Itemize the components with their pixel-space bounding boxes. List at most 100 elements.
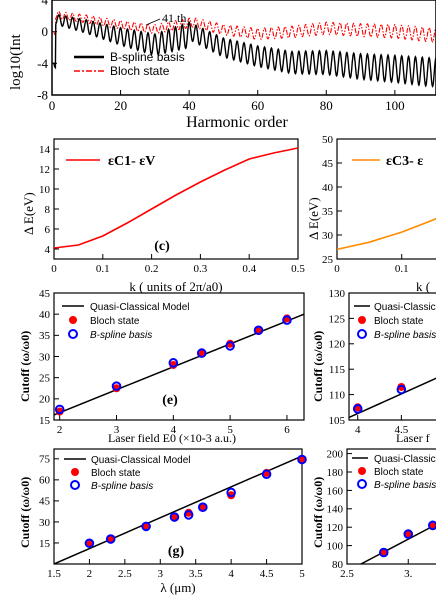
panel-d-xlabel: k ( xyxy=(416,279,430,294)
series-line-bloch-state xyxy=(53,10,436,43)
x-tick-label: 1.5 xyxy=(47,568,61,580)
x-tick-label: 4 xyxy=(355,424,361,436)
x-tick-label: 0.1 xyxy=(395,263,409,275)
bspline-point xyxy=(427,520,436,531)
panel-e-label: (e) xyxy=(162,393,178,408)
panel-a-legend: B-spline basis Bloch state xyxy=(74,50,185,78)
bspline-point xyxy=(168,358,179,368)
panel-d-curve-label: εC3- ε xyxy=(386,154,423,169)
panel-c: 0 0.1 0.2 0.3 0.4 0.5 4 6 8 10 12 14 Δ E(eV) k ( un… xyxy=(21,138,305,294)
legend-marker-bspline xyxy=(357,479,367,489)
legend-marker-bloch xyxy=(358,467,366,475)
y-tick-label: 80 xyxy=(332,559,344,571)
y-tick-label: 115 xyxy=(329,364,346,376)
bspline-point xyxy=(54,404,65,415)
bspline-point xyxy=(226,487,236,498)
bspline-point xyxy=(105,534,116,544)
panel-c-plot-area: 0 0.1 0.2 0.3 0.4 0.5 4 6 8 10 12 14 xyxy=(39,144,305,275)
x-tick-label: 4 xyxy=(228,568,234,580)
x-tick-label: 80 xyxy=(320,98,333,113)
panel-a-ylabel: log10(Int xyxy=(8,33,24,90)
y-tick-label: 50 xyxy=(322,134,334,146)
y-tick-label: 14 xyxy=(39,144,51,156)
panel-a-frame xyxy=(51,0,436,96)
bspline-point xyxy=(282,315,292,325)
x-tick-label: 2 xyxy=(57,424,63,436)
y-tick-label: 15 xyxy=(39,415,51,427)
panel-c-ylabel: Δ E(eV) xyxy=(21,192,36,235)
panel-g: 1.5 2 2.5 3 3.5 4 4.5 5 15 30 45 60 75 Cutoff (ω/ω0)… xyxy=(18,448,307,595)
panel-g-label: (g) xyxy=(168,544,185,559)
panel-d-frame xyxy=(336,138,436,260)
panel-h-legend: Quasi-Classical Bloch state B-spline bas… xyxy=(352,454,436,491)
x-tick-label: 2 xyxy=(87,568,93,580)
legend-marker-bloch xyxy=(358,316,366,324)
x-tick-label: 0.4 xyxy=(242,263,256,275)
y-tick-label: 4 xyxy=(45,244,51,256)
x-tick-label: 60 xyxy=(251,98,264,113)
legend-label-bloch: Bloch state xyxy=(110,64,170,78)
bspline-point xyxy=(141,521,151,532)
legend-marker-bspline xyxy=(70,480,80,490)
y-tick-label: 200 xyxy=(327,448,344,460)
bspline-point xyxy=(297,454,307,465)
panel-g-legend: Quasi-Classical Model Bloch state B-spli… xyxy=(64,455,190,492)
legend-marker-bspline xyxy=(68,329,78,339)
panel-g-xlabel: λ (μm) xyxy=(160,580,195,595)
y-tick-label: 30 xyxy=(39,517,51,529)
x-tick-label: 3. xyxy=(404,568,413,580)
panel-d-ylabel: Δ E(eV) xyxy=(306,197,321,240)
x-tick-label: 4.5 xyxy=(260,568,274,580)
panel-f-frame xyxy=(348,292,436,421)
x-tick-label: 4.5 xyxy=(394,424,408,436)
legend-label-model: Quasi-Classical xyxy=(374,454,436,465)
legend-marker-bloch xyxy=(69,316,77,324)
x-tick-label: 0.1 xyxy=(96,263,110,275)
x-tick-label: 40 xyxy=(183,98,196,113)
x-tick-label: 3 xyxy=(158,568,164,580)
x-tick-label: 0.5 xyxy=(291,263,305,275)
series-line xyxy=(53,147,299,249)
y-tick-label: 8 xyxy=(45,204,51,216)
panel-e-ylabel: Cutoff (ω/ω0) xyxy=(18,331,32,402)
legend-label-bloch: Bloch state xyxy=(90,316,140,327)
bspline-point xyxy=(198,502,208,513)
panel-e-xlabel: Laser field E0 (×10-3 a.u.) xyxy=(108,431,236,445)
panel-f: 4 4.5 105 110 115 120 125 130 Cutoff (ω/ω0) Las… xyxy=(311,288,436,445)
x-tick-label: 0.2 xyxy=(145,263,159,275)
legend-label-bspline: B-spline basis xyxy=(90,330,152,341)
y-tick-label: -8 xyxy=(37,88,48,103)
x-tick-label: 4 xyxy=(171,424,177,436)
x-tick-label: 0.3 xyxy=(194,263,208,275)
model-line xyxy=(359,523,436,564)
y-tick-label: 105 xyxy=(329,415,346,427)
bspline-point xyxy=(352,404,363,414)
x-tick-label: 6 xyxy=(284,424,290,436)
y-tick-label: 120 xyxy=(327,522,344,534)
x-tick-label: 3.5 xyxy=(189,568,203,580)
y-tick-label: -4 xyxy=(37,56,48,71)
panel-a-xlabel: Harmonic order xyxy=(186,114,288,131)
model-line xyxy=(54,455,302,564)
y-tick-label: 30 xyxy=(39,351,51,363)
y-tick-label: 15 xyxy=(39,538,51,550)
x-tick-label: 20 xyxy=(114,98,127,113)
panel-f-plot-area: 4 4.5 105 110 115 120 125 130 xyxy=(329,288,436,436)
x-tick-label: 100 xyxy=(385,98,405,113)
bspline-point xyxy=(111,381,122,391)
y-tick-label: 40 xyxy=(322,182,334,194)
y-tick-label: 100 xyxy=(327,540,344,552)
legend-label-model: Quasi-Classica xyxy=(374,302,436,313)
panel-f-legend: Quasi-Classica Bloch state B-spline basi… xyxy=(354,302,436,341)
y-tick-label: 180 xyxy=(327,467,344,479)
y-tick-label: 75 xyxy=(39,454,51,466)
y-tick-label: 45 xyxy=(39,496,51,508)
y-tick-label: 45 xyxy=(39,288,51,300)
x-tick-label: 0 xyxy=(51,263,57,275)
legend-label-model: Quasi-Classical Model xyxy=(90,302,189,313)
panel-g-ylabel: Cutoff (ω/ω0) xyxy=(18,477,32,548)
x-tick-label: 0 xyxy=(334,263,340,275)
